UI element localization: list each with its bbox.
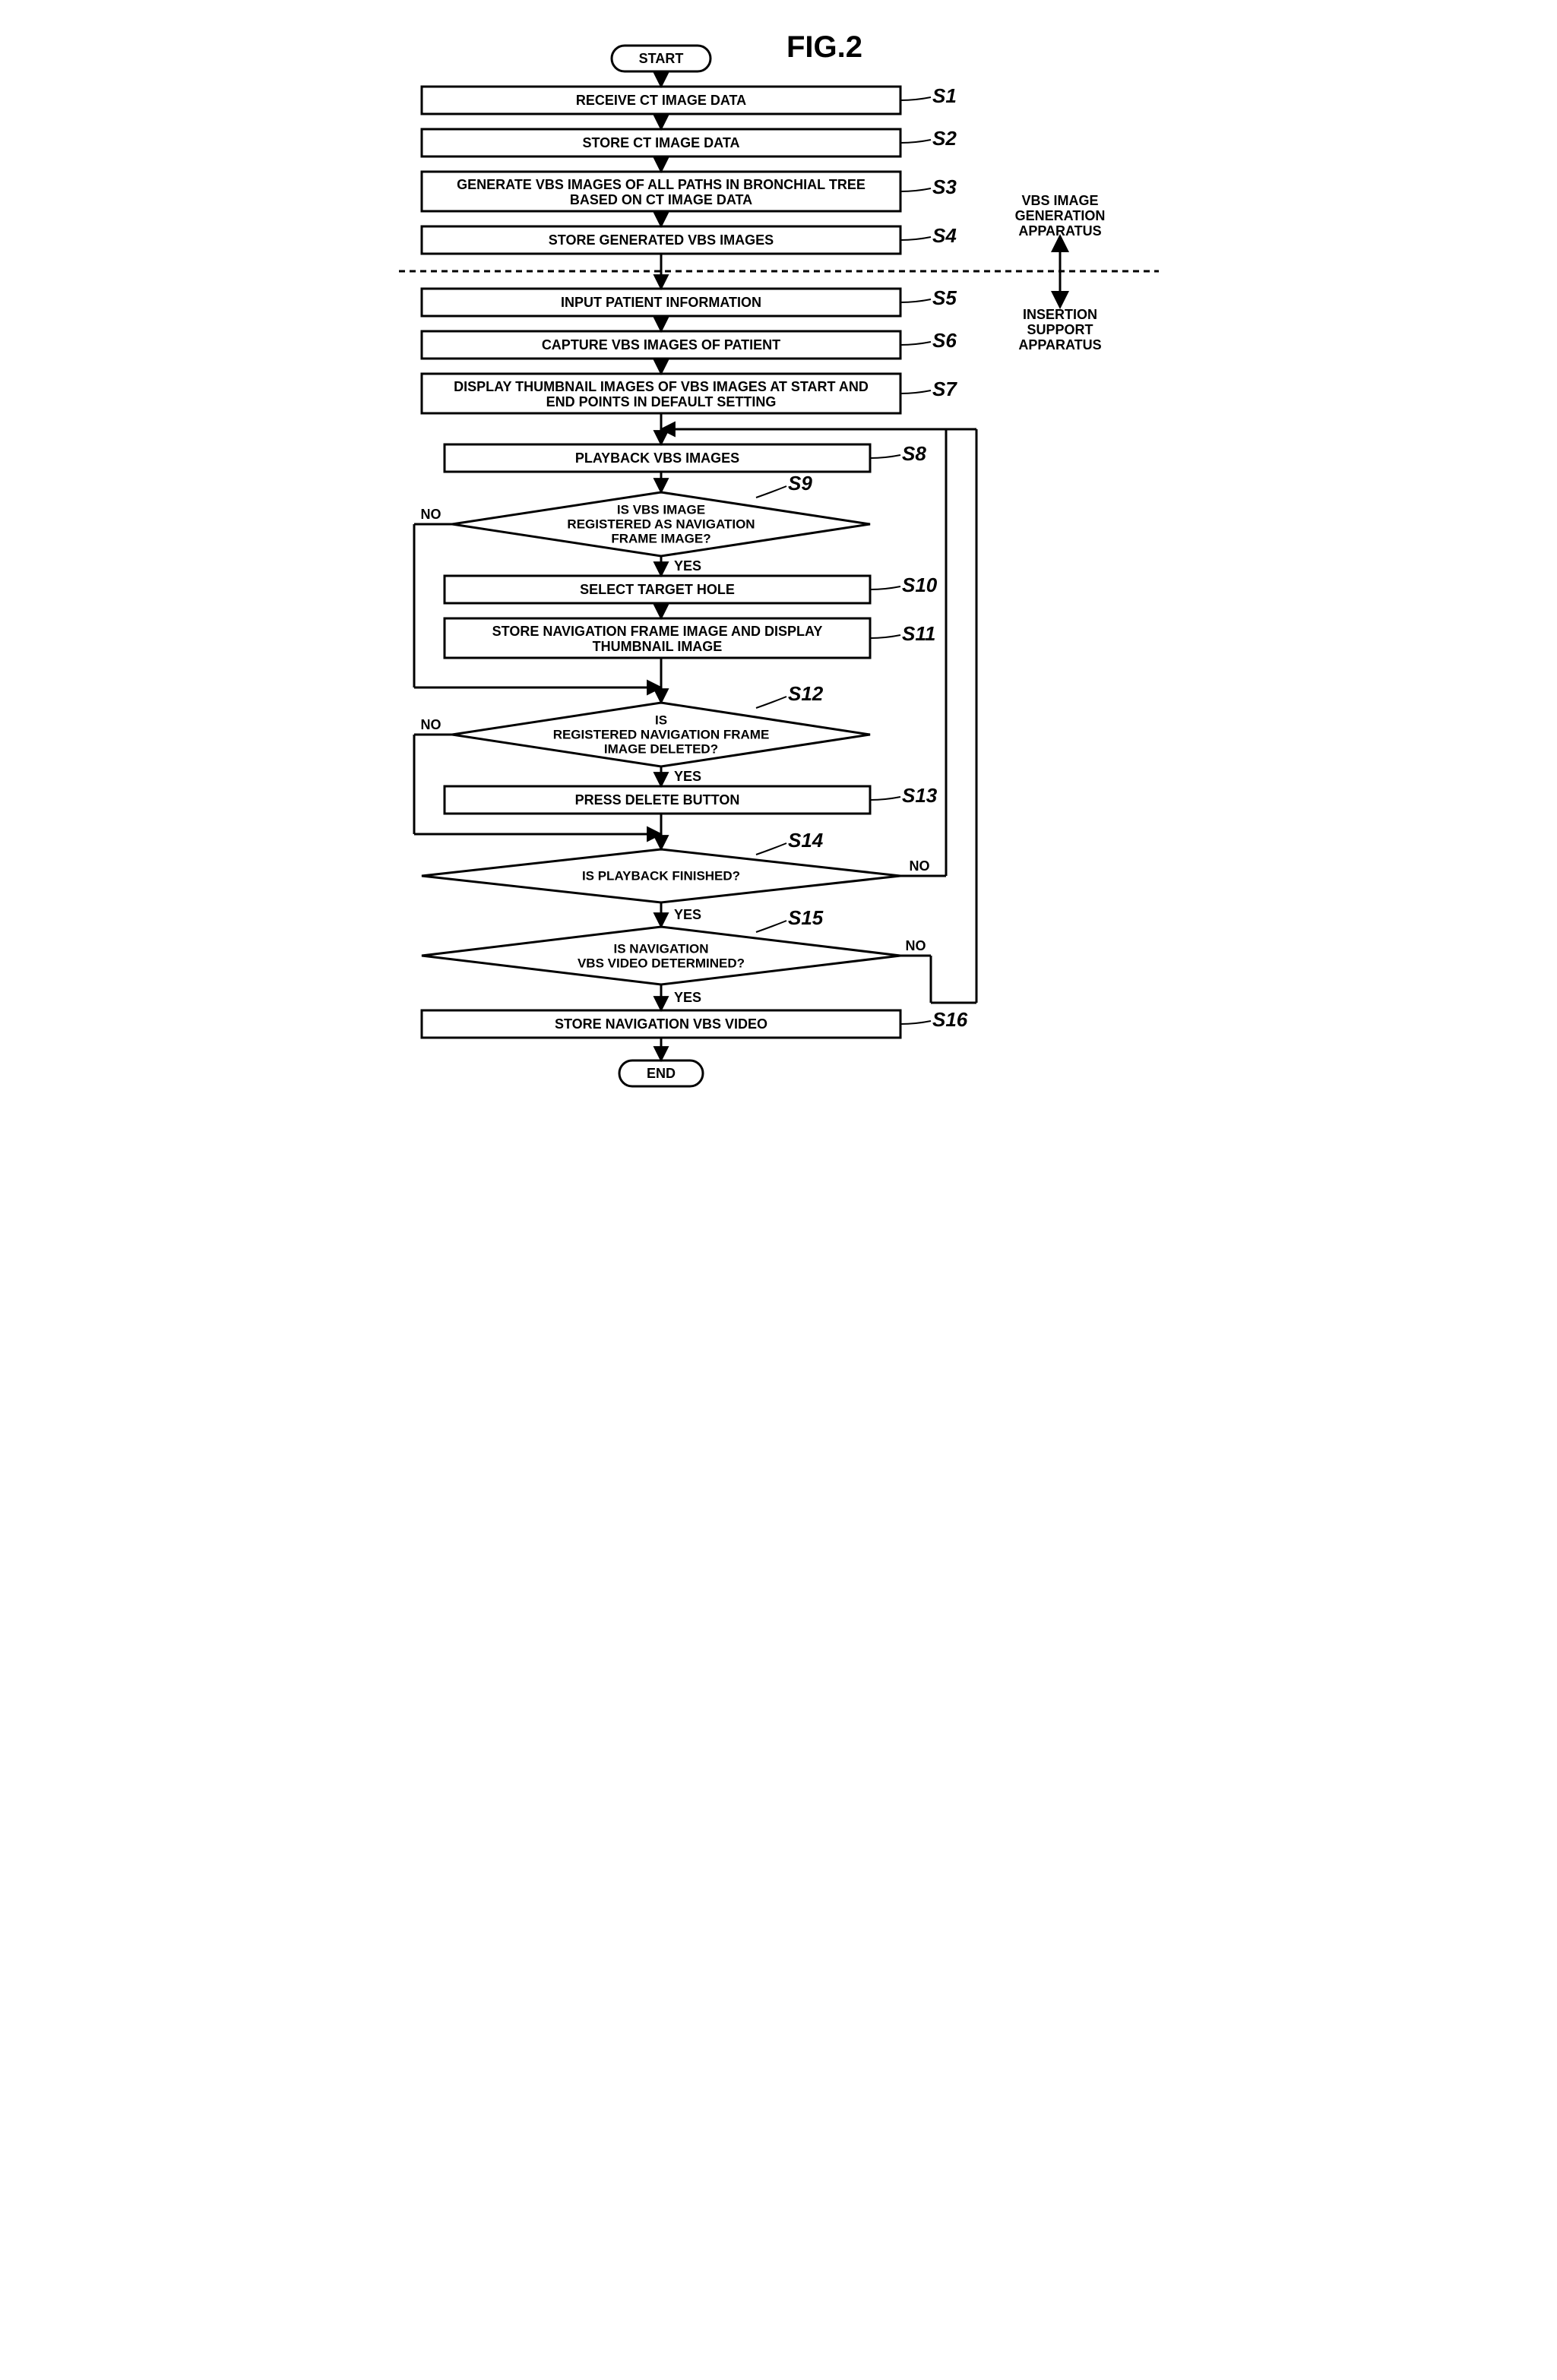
step-s8: PLAYBACK VBS IMAGES xyxy=(445,444,870,472)
step-s6: CAPTURE VBS IMAGES OF PATIENT xyxy=(422,331,900,359)
svg-text:STORE GENERATED VBS IMAGES: STORE GENERATED VBS IMAGES xyxy=(548,232,773,248)
svg-text:APPARATUS: APPARATUS xyxy=(1018,337,1101,352)
svg-text:NO: NO xyxy=(909,858,929,874)
decision-s12: IS REGISTERED NAVIGATION FRAME IMAGE DEL… xyxy=(452,703,870,766)
step-s11: STORE NAVIGATION FRAME IMAGE AND DISPLAY… xyxy=(445,618,870,658)
svg-text:START: START xyxy=(638,51,683,66)
svg-text:NO: NO xyxy=(420,717,441,732)
svg-text:IMAGE DELETED?: IMAGE DELETED? xyxy=(603,741,717,756)
svg-text:STORE NAVIGATION VBS VIDEO: STORE NAVIGATION VBS VIDEO xyxy=(554,1016,767,1032)
svg-text:S3: S3 xyxy=(932,175,957,198)
svg-text:DISPLAY THUMBNAIL IMAGES OF VB: DISPLAY THUMBNAIL IMAGES OF VBS IMAGES A… xyxy=(454,379,869,394)
step-s3: GENERATE VBS IMAGES OF ALL PATHS IN BRON… xyxy=(422,172,900,211)
end-terminal: END xyxy=(619,1060,703,1086)
svg-text:GENERATION: GENERATION xyxy=(1014,208,1105,223)
svg-text:PLAYBACK VBS IMAGES: PLAYBACK VBS IMAGES xyxy=(574,450,739,466)
svg-text:RECEIVE CT IMAGE DATA: RECEIVE CT IMAGE DATA xyxy=(575,93,745,108)
svg-text:CAPTURE VBS IMAGES OF PATIENT: CAPTURE VBS IMAGES OF PATIENT xyxy=(541,337,780,352)
svg-text:S7: S7 xyxy=(932,378,957,400)
step-s5: INPUT PATIENT INFORMATION xyxy=(422,289,900,316)
step-s1: RECEIVE CT IMAGE DATA xyxy=(422,87,900,114)
svg-text:REGISTERED NAVIGATION FRAME: REGISTERED NAVIGATION FRAME xyxy=(552,727,769,741)
svg-text:END POINTS IN DEFAULT SETTING: END POINTS IN DEFAULT SETTING xyxy=(546,394,776,409)
svg-text:IS: IS xyxy=(654,713,666,727)
svg-text:NO: NO xyxy=(420,507,441,522)
decision-s9: IS VBS IMAGE REGISTERED AS NAVIGATION FR… xyxy=(452,492,870,556)
step-s16: STORE NAVIGATION VBS VIDEO xyxy=(422,1010,900,1038)
decision-s15: IS NAVIGATION VBS VIDEO DETERMINED? xyxy=(422,927,900,985)
svg-text:VBS VIDEO DETERMINED?: VBS VIDEO DETERMINED? xyxy=(577,956,744,970)
svg-text:REGISTERED AS NAVIGATION: REGISTERED AS NAVIGATION xyxy=(567,517,755,531)
svg-text:STORE CT IMAGE DATA: STORE CT IMAGE DATA xyxy=(582,135,739,150)
svg-text:INPUT PATIENT INFORMATION: INPUT PATIENT INFORMATION xyxy=(561,295,761,310)
svg-text:IS VBS IMAGE: IS VBS IMAGE xyxy=(616,502,704,517)
side-label-bottom: INSERTION SUPPORT APPARATUS xyxy=(1018,307,1101,352)
svg-text:VBS IMAGE: VBS IMAGE xyxy=(1021,193,1098,208)
step-s2: STORE CT IMAGE DATA xyxy=(422,129,900,156)
svg-text:S2: S2 xyxy=(932,127,957,150)
svg-text:GENERATE VBS IMAGES OF ALL PAT: GENERATE VBS IMAGES OF ALL PATHS IN BRON… xyxy=(457,177,866,192)
svg-text:FRAME IMAGE?: FRAME IMAGE? xyxy=(611,531,710,545)
step-s4: STORE GENERATED VBS IMAGES xyxy=(422,226,900,254)
step-s10: SELECT TARGET HOLE xyxy=(445,576,870,603)
svg-text:INSERTION: INSERTION xyxy=(1022,307,1097,322)
step-s7: DISPLAY THUMBNAIL IMAGES OF VBS IMAGES A… xyxy=(422,374,900,413)
svg-text:S6: S6 xyxy=(932,329,957,352)
svg-text:S5: S5 xyxy=(932,286,957,309)
svg-text:S4: S4 xyxy=(932,224,957,247)
svg-text:PRESS DELETE BUTTON: PRESS DELETE BUTTON xyxy=(574,792,739,808)
svg-text:THUMBNAIL IMAGE: THUMBNAIL IMAGE xyxy=(592,639,722,654)
flowchart: FIG.2 START RECEIVE CT IMAGE DATA S1 STO… xyxy=(399,30,1159,1208)
svg-text:S16: S16 xyxy=(932,1008,968,1031)
start-terminal: START xyxy=(612,46,710,71)
svg-text:NO: NO xyxy=(905,938,926,953)
step-s13: PRESS DELETE BUTTON xyxy=(445,786,870,814)
svg-text:STORE NAVIGATION FRAME IMAGE A: STORE NAVIGATION FRAME IMAGE AND DISPLAY xyxy=(492,624,822,639)
svg-text:SUPPORT: SUPPORT xyxy=(1027,322,1093,337)
svg-text:BASED ON CT IMAGE DATA: BASED ON CT IMAGE DATA xyxy=(569,192,752,207)
svg-text:S9: S9 xyxy=(788,472,812,495)
svg-text:SELECT TARGET HOLE: SELECT TARGET HOLE xyxy=(580,582,735,597)
svg-text:S11: S11 xyxy=(902,622,935,645)
svg-text:S12: S12 xyxy=(788,682,824,705)
svg-text:S13: S13 xyxy=(902,784,938,807)
svg-text:S10: S10 xyxy=(902,574,938,596)
svg-text:YES: YES xyxy=(673,990,701,1005)
svg-text:S8: S8 xyxy=(902,442,926,465)
svg-text:S15: S15 xyxy=(788,906,824,929)
svg-text:S1: S1 xyxy=(932,84,957,107)
svg-text:APPARATUS: APPARATUS xyxy=(1018,223,1101,239)
svg-text:IS NAVIGATION: IS NAVIGATION xyxy=(613,941,708,956)
svg-text:IS PLAYBACK FINISHED?: IS PLAYBACK FINISHED? xyxy=(581,868,739,883)
svg-text:S14: S14 xyxy=(788,829,824,852)
svg-text:END: END xyxy=(646,1066,675,1081)
side-label-top: VBS IMAGE GENERATION APPARATUS xyxy=(1014,193,1105,239)
svg-text:YES: YES xyxy=(673,907,701,922)
svg-text:YES: YES xyxy=(673,558,701,574)
figure-title: FIG.2 xyxy=(786,30,862,64)
decision-s14: IS PLAYBACK FINISHED? xyxy=(422,849,900,902)
svg-text:YES: YES xyxy=(673,769,701,784)
